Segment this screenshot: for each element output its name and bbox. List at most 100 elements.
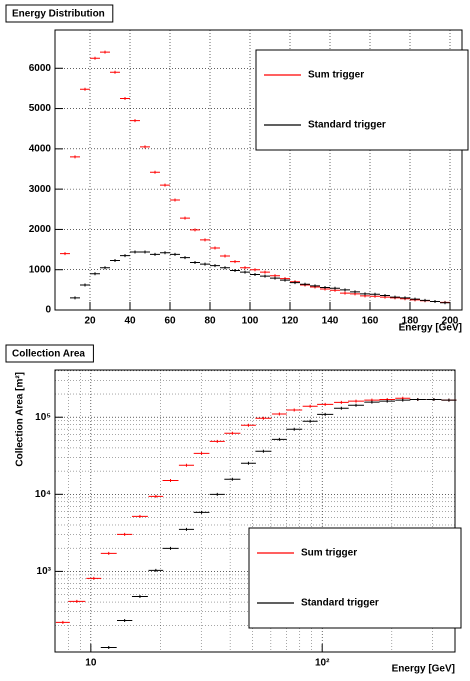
data-point <box>193 510 210 514</box>
data-point <box>340 291 350 295</box>
data-point <box>148 494 164 498</box>
title-box <box>5 344 94 363</box>
data-point <box>260 274 270 278</box>
data-point <box>240 461 256 465</box>
data-point <box>100 266 110 270</box>
data-point <box>100 551 117 555</box>
x-axis-label: Energy [GeV] <box>392 664 455 675</box>
legend-label: Sum trigger <box>308 70 364 81</box>
x-axis-label: Energy [GeV] <box>399 323 462 334</box>
data-point <box>334 406 349 410</box>
data-point <box>100 645 117 649</box>
legend-label: Standard trigger <box>308 120 386 131</box>
y-tick-label: 6000 <box>29 63 52 74</box>
x-tick-label: 200 <box>442 316 459 327</box>
data-point <box>180 216 190 220</box>
data-point <box>317 402 334 406</box>
data-point <box>209 439 225 443</box>
data-point <box>240 423 256 427</box>
data-point <box>68 599 86 603</box>
data-point <box>162 479 179 483</box>
data-point <box>220 254 230 258</box>
y-tick-label: 5000 <box>29 103 52 114</box>
chart-title: Collection Area <box>12 349 85 360</box>
y-tick-label: 0 <box>45 305 51 316</box>
data-point <box>380 293 390 297</box>
data-point <box>317 412 334 416</box>
data-point <box>193 451 210 455</box>
y-tick-label: 3000 <box>29 184 52 195</box>
data-point <box>224 431 241 435</box>
x-tick-label: 100 <box>242 316 259 327</box>
data-point <box>360 292 370 296</box>
data-point <box>410 297 420 301</box>
data-point <box>110 258 120 262</box>
x-tick-label: 10 <box>85 658 97 669</box>
data-point <box>240 270 250 274</box>
data-point <box>200 262 210 266</box>
data-point <box>178 527 195 531</box>
data-point <box>209 492 225 496</box>
y-axis-label: Collection Area [m²] <box>15 372 26 467</box>
data-point <box>255 416 272 420</box>
data-point <box>280 278 290 282</box>
data-point <box>286 408 303 412</box>
data-point <box>290 281 300 285</box>
data-point <box>150 170 160 174</box>
data-point <box>230 260 240 264</box>
data-point <box>150 252 160 256</box>
data-point <box>210 264 220 268</box>
y-tick-label: 10⁴ <box>35 489 51 500</box>
data-point <box>350 290 360 294</box>
data-point <box>117 618 133 622</box>
data-point <box>255 449 272 453</box>
legend-box <box>248 527 462 629</box>
data-point <box>140 250 150 254</box>
data-point <box>160 183 170 187</box>
title-box <box>5 4 114 23</box>
data-point <box>390 295 400 299</box>
y-tick-label: 4000 <box>29 143 52 154</box>
data-point <box>190 260 200 264</box>
x-tick-label: 180 <box>402 316 419 327</box>
data-point <box>100 50 110 54</box>
data-point <box>224 477 241 481</box>
data-point <box>220 266 230 270</box>
legend-label: Standard trigger <box>301 598 379 609</box>
data-point <box>395 398 411 402</box>
data-point <box>348 399 364 403</box>
data-point <box>441 398 457 402</box>
data-point <box>440 301 450 305</box>
data-point <box>364 400 380 404</box>
data-point <box>60 252 70 256</box>
data-point <box>117 532 133 536</box>
chart-title: Energy Distribution <box>12 9 105 20</box>
y-tick-label: 10⁵ <box>35 412 51 423</box>
x-tick-label: 60 <box>164 316 176 327</box>
data-point <box>178 463 195 467</box>
data-point <box>130 119 140 123</box>
data-point <box>180 256 190 260</box>
data-point <box>426 397 442 401</box>
data-point <box>271 412 287 416</box>
data-point <box>340 288 350 292</box>
data-point <box>80 87 90 91</box>
data-point <box>310 284 320 288</box>
data-point <box>120 254 130 258</box>
data-point <box>379 399 395 403</box>
data-point <box>120 96 130 100</box>
data-point <box>409 397 426 401</box>
data-point <box>250 273 260 277</box>
data-point <box>400 296 410 300</box>
data-point <box>110 70 120 74</box>
x-tick-label: 80 <box>204 316 216 327</box>
data-point <box>190 228 200 232</box>
data-point <box>86 576 102 580</box>
data-point <box>70 296 80 300</box>
data-point <box>200 238 210 242</box>
data-point <box>80 283 90 287</box>
data-point <box>162 546 179 550</box>
y-tick-label: 10³ <box>37 566 52 577</box>
legend-label: Sum trigger <box>301 548 357 559</box>
